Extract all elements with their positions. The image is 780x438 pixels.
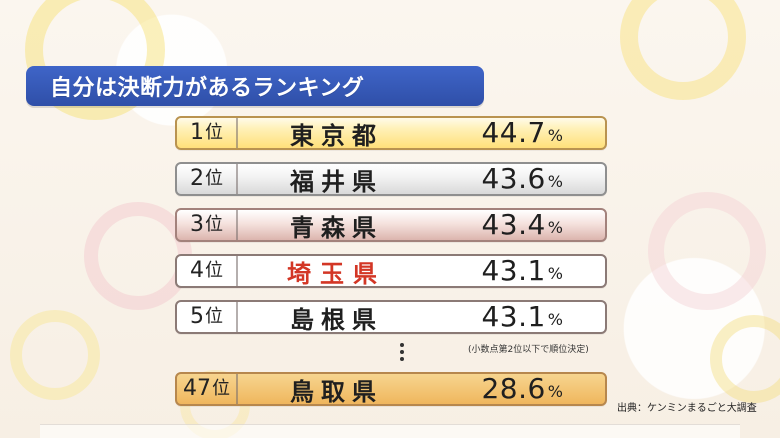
rank-cell: 5 位 — [177, 302, 238, 332]
value-unit: % — [547, 310, 563, 329]
value-number: 43.6 — [481, 162, 546, 195]
rank-unit: 位 — [205, 306, 223, 327]
ranking-title-box: 自分は決断力があるランキング — [26, 66, 484, 106]
prefecture-name: 東京都 — [290, 121, 383, 150]
rank-unit: 位 — [212, 378, 230, 399]
rank-unit: 位 — [205, 168, 223, 189]
value-cell: 44.7 % — [435, 118, 573, 148]
value-number: 28.6 — [481, 372, 546, 405]
value-cell: 28.6 % — [435, 374, 573, 404]
ranking-title: 自分は決断力があるランキング — [50, 76, 365, 101]
ellipsis-dots — [400, 343, 406, 365]
rank-cell: 3 位 — [177, 210, 238, 240]
decorative-ring — [620, 0, 746, 100]
rank-unit: 位 — [205, 260, 223, 281]
ranking-row-47: 47 位 鳥取県 28.6 % — [175, 372, 607, 406]
decorative-ring — [648, 192, 766, 310]
value-unit: % — [547, 126, 563, 145]
prefecture-name: 埼玉県 — [287, 259, 386, 288]
ranking-row-2: 2 位 福井県 43.6 % — [175, 162, 607, 196]
dot — [400, 350, 404, 354]
rank-number: 5 — [190, 304, 204, 329]
rank-unit: 位 — [205, 122, 223, 143]
dot — [400, 343, 404, 347]
prefecture-name: 島根県 — [290, 305, 383, 334]
decorative-ring — [710, 315, 780, 403]
rank-number: 2 — [190, 166, 204, 191]
value-unit: % — [547, 264, 563, 283]
rank-unit: 位 — [205, 214, 223, 235]
rank-number: 3 — [190, 212, 204, 237]
prefecture-name: 鳥取県 — [290, 377, 383, 406]
value-unit: % — [547, 382, 563, 401]
dot — [400, 357, 404, 361]
rank-cell: 4 位 — [177, 256, 238, 286]
value-number: 44.7 — [481, 116, 546, 149]
value-cell: 43.1 % — [435, 256, 573, 286]
ranking-note: (小数点第2位以下で順位決定) — [468, 345, 589, 355]
value-number: 43.4 — [481, 208, 546, 241]
prefecture-name: 福井県 — [290, 167, 383, 196]
value-unit: % — [547, 218, 563, 237]
value-unit: % — [547, 172, 563, 191]
lower-band — [40, 424, 740, 438]
rank-cell: 1 位 — [177, 118, 238, 148]
prefecture-name: 青森県 — [290, 213, 383, 242]
rank-number: 4 — [190, 258, 204, 283]
ranking-row-4: 4 位 埼玉県 43.1 % — [175, 254, 607, 288]
value-cell: 43.6 % — [435, 164, 573, 194]
source-credit: 出典：ケンミンまるごと大調査 — [617, 403, 757, 414]
value-cell: 43.4 % — [435, 210, 573, 240]
ranking-row-5: 5 位 島根県 43.1 % — [175, 300, 607, 334]
value-number: 43.1 — [481, 300, 546, 333]
value-number: 43.1 — [481, 254, 546, 287]
rank-number: 1 — [190, 120, 204, 145]
decorative-ring — [10, 310, 100, 400]
rank-number: 47 — [183, 376, 211, 401]
rank-cell: 47 位 — [177, 374, 238, 404]
ranking-row-1: 1 位 東京都 44.7 % — [175, 116, 607, 150]
value-cell: 43.1 % — [435, 302, 573, 332]
rank-cell: 2 位 — [177, 164, 238, 194]
ranking-row-3: 3 位 青森県 43.4 % — [175, 208, 607, 242]
